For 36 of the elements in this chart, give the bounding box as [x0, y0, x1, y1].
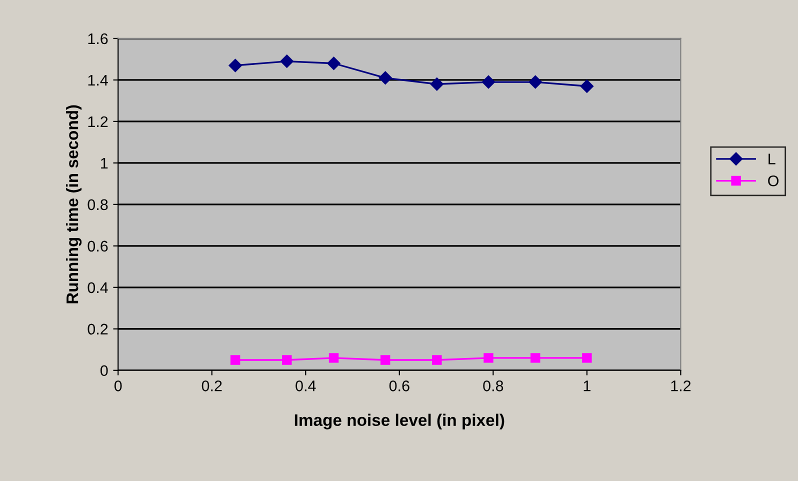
- x-tick-label: 0: [114, 380, 122, 392]
- y-tick-label: 0: [100, 365, 108, 376]
- y-tick-label: 1.4: [88, 74, 108, 86]
- point: [328, 353, 339, 363]
- point: [380, 355, 390, 365]
- point: [230, 355, 240, 365]
- x-axis-title: Image noise level (in pixel): [294, 414, 504, 430]
- point: [528, 75, 542, 89]
- point: [378, 71, 392, 84]
- point: [530, 353, 540, 363]
- y-axis-title: Running time (in second): [66, 105, 82, 304]
- point: [484, 353, 494, 363]
- point: [327, 56, 340, 70]
- point: [430, 78, 444, 91]
- point: [228, 58, 242, 72]
- point: [582, 353, 592, 363]
- point: [482, 75, 496, 89]
- legend-label: L: [768, 154, 776, 164]
- y-tick-label: 1.2: [88, 116, 108, 127]
- y-tick-label: 0.2: [88, 324, 108, 335]
- x-tick-label: 0.2: [202, 380, 222, 392]
- x-tick-label: 1.2: [671, 380, 691, 392]
- x-tick-label: 0.8: [483, 380, 504, 392]
- y-tick-label: 0.6: [88, 240, 108, 252]
- y-tick-label: 1: [101, 158, 108, 168]
- point: [280, 54, 294, 68]
- x-tick-label: 0.6: [389, 380, 410, 392]
- legend-label: O: [768, 175, 779, 186]
- point: [580, 80, 594, 93]
- x-tick-label: 0.4: [296, 380, 316, 392]
- y-tick-label: 1.6: [88, 33, 108, 44]
- y-tick-label: 0.8: [88, 199, 108, 210]
- x-tick-label: 1: [584, 380, 590, 392]
- point: [282, 355, 292, 365]
- y-tick-label: 0.4: [88, 282, 108, 294]
- point: [432, 355, 442, 365]
